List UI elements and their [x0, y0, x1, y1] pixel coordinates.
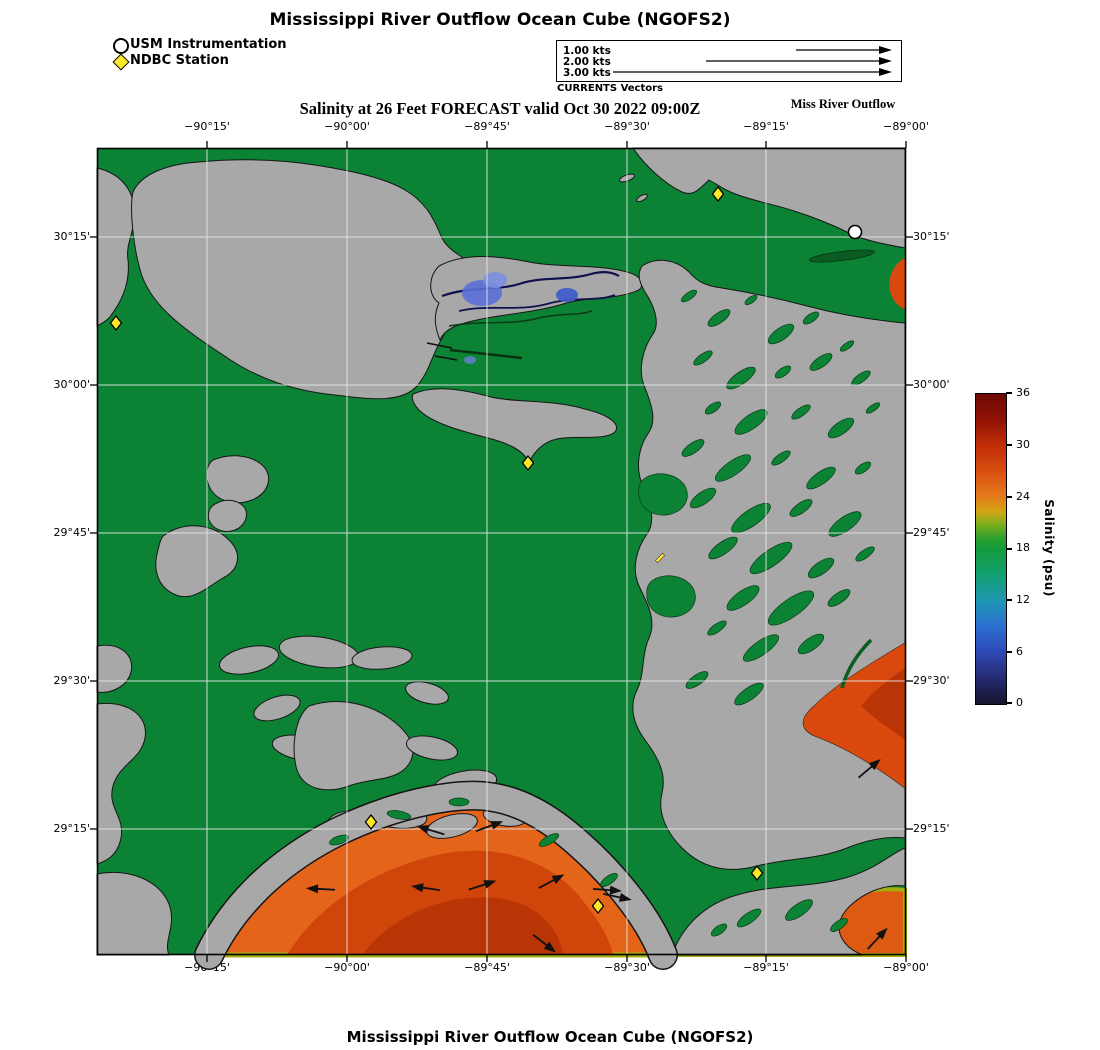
- lon-label-top: −89°15': [743, 120, 789, 133]
- lon-label-top: −90°15': [184, 120, 230, 133]
- colorbar-tick-label: 36: [1016, 386, 1030, 399]
- colorbar-tick-label: 0: [1016, 696, 1023, 709]
- marsh-patches: [329, 289, 881, 937]
- lon-label-bottom: −89°30': [604, 961, 650, 974]
- lat-label-left: 30°15': [53, 230, 90, 243]
- currents-key-label-2: 2.00 kts: [563, 56, 611, 68]
- ndbc-legend-icon: [112, 53, 130, 71]
- small-yellow-mark: [655, 553, 665, 563]
- colorbar-tick: [1006, 651, 1012, 653]
- lon-label-bottom: −89°00': [883, 961, 929, 974]
- coastal-strip-island: [808, 249, 876, 263]
- usm-legend-icon: [113, 38, 129, 54]
- ndbc-station-marker: [521, 454, 535, 472]
- usm-legend-label: USM Instrumentation: [130, 37, 287, 52]
- lat-label-left: 29°45': [53, 526, 90, 539]
- lon-label-top: −89°00': [883, 120, 929, 133]
- colorbar-tick-label: 24: [1016, 490, 1030, 503]
- ndbc-station-marker: [109, 314, 123, 332]
- lat-label-left: 30°00': [53, 378, 90, 391]
- axis-ticks: [90, 141, 913, 962]
- ndbc-station-marker: [750, 864, 764, 882]
- usm-instrument-marker: [847, 224, 863, 240]
- colorbar-tick-label: 12: [1016, 593, 1030, 606]
- lat-label-right: 30°00': [913, 378, 950, 391]
- currents-key-label-1: 1.00 kts: [563, 45, 611, 57]
- page-title-bottom: Mississippi River Outflow Ocean Cube (NG…: [346, 1028, 754, 1046]
- colorbar-tick: [1006, 702, 1012, 704]
- lat-label-left: 29°30': [53, 674, 90, 687]
- lon-label-top: −89°30': [604, 120, 650, 133]
- colorbar-tick: [1006, 496, 1012, 498]
- colorbar-tick: [1006, 599, 1012, 601]
- currents-key-box: 1.00 kts 2.00 kts 3.00 kts: [556, 40, 902, 82]
- colorbar-title: Salinity (psu): [1042, 499, 1056, 597]
- ndbc-station-marker: [364, 813, 378, 831]
- ndbc-legend-label: NDBC Station: [130, 53, 229, 68]
- map-border: [96, 147, 907, 956]
- colorbar-tick-label: 18: [1016, 541, 1030, 554]
- lon-label-top: −90°00': [324, 120, 370, 133]
- colorbar-tick-label: 6: [1016, 645, 1023, 658]
- lon-label-top: −89°45': [464, 120, 510, 133]
- colorbar-tick-label: 30: [1016, 438, 1030, 451]
- colorbar-tick: [1006, 548, 1012, 550]
- salinity-map: [90, 141, 913, 970]
- lat-label-right: 29°45': [913, 526, 950, 539]
- currents-key-caption: CURRENTS Vectors: [557, 83, 664, 94]
- colorbar-tick: [1006, 392, 1012, 394]
- currents-key-arrowheads: [879, 46, 892, 76]
- forecast-subtitle: Salinity at 26 Feet FORECAST valid Oct 3…: [299, 99, 701, 118]
- currents-key-arrows: [613, 49, 879, 73]
- map-canvas: [90, 141, 913, 970]
- low-salinity-patches: [462, 272, 578, 364]
- colorbar-tick: [1006, 444, 1012, 446]
- lat-label-right: 29°15': [913, 822, 950, 835]
- lon-label-bottom: −90°00': [324, 961, 370, 974]
- ndbc-station-marker: [711, 185, 725, 203]
- page-title: Mississippi River Outflow Ocean Cube (NG…: [269, 10, 731, 30]
- station-markers: [109, 185, 863, 915]
- delta-coast-band: [194, 780, 678, 970]
- east-salinity-patches: [803, 258, 905, 788]
- ndbc-station-marker: [591, 897, 605, 915]
- lon-label-bottom: −89°45': [464, 961, 510, 974]
- salinity-colorbar: [975, 393, 1007, 705]
- lat-label-right: 29°30': [913, 674, 950, 687]
- outflow-label: Miss River Outflow: [790, 97, 896, 111]
- currents-key-graphic: 1.00 kts 2.00 kts 3.00 kts: [563, 45, 892, 79]
- lat-label-right: 30°15': [913, 230, 950, 243]
- currents-key-label-3: 3.00 kts: [563, 67, 611, 79]
- graticule: [97, 148, 906, 955]
- lat-label-left: 29°15': [53, 822, 90, 835]
- lon-label-bottom: −89°15': [743, 961, 789, 974]
